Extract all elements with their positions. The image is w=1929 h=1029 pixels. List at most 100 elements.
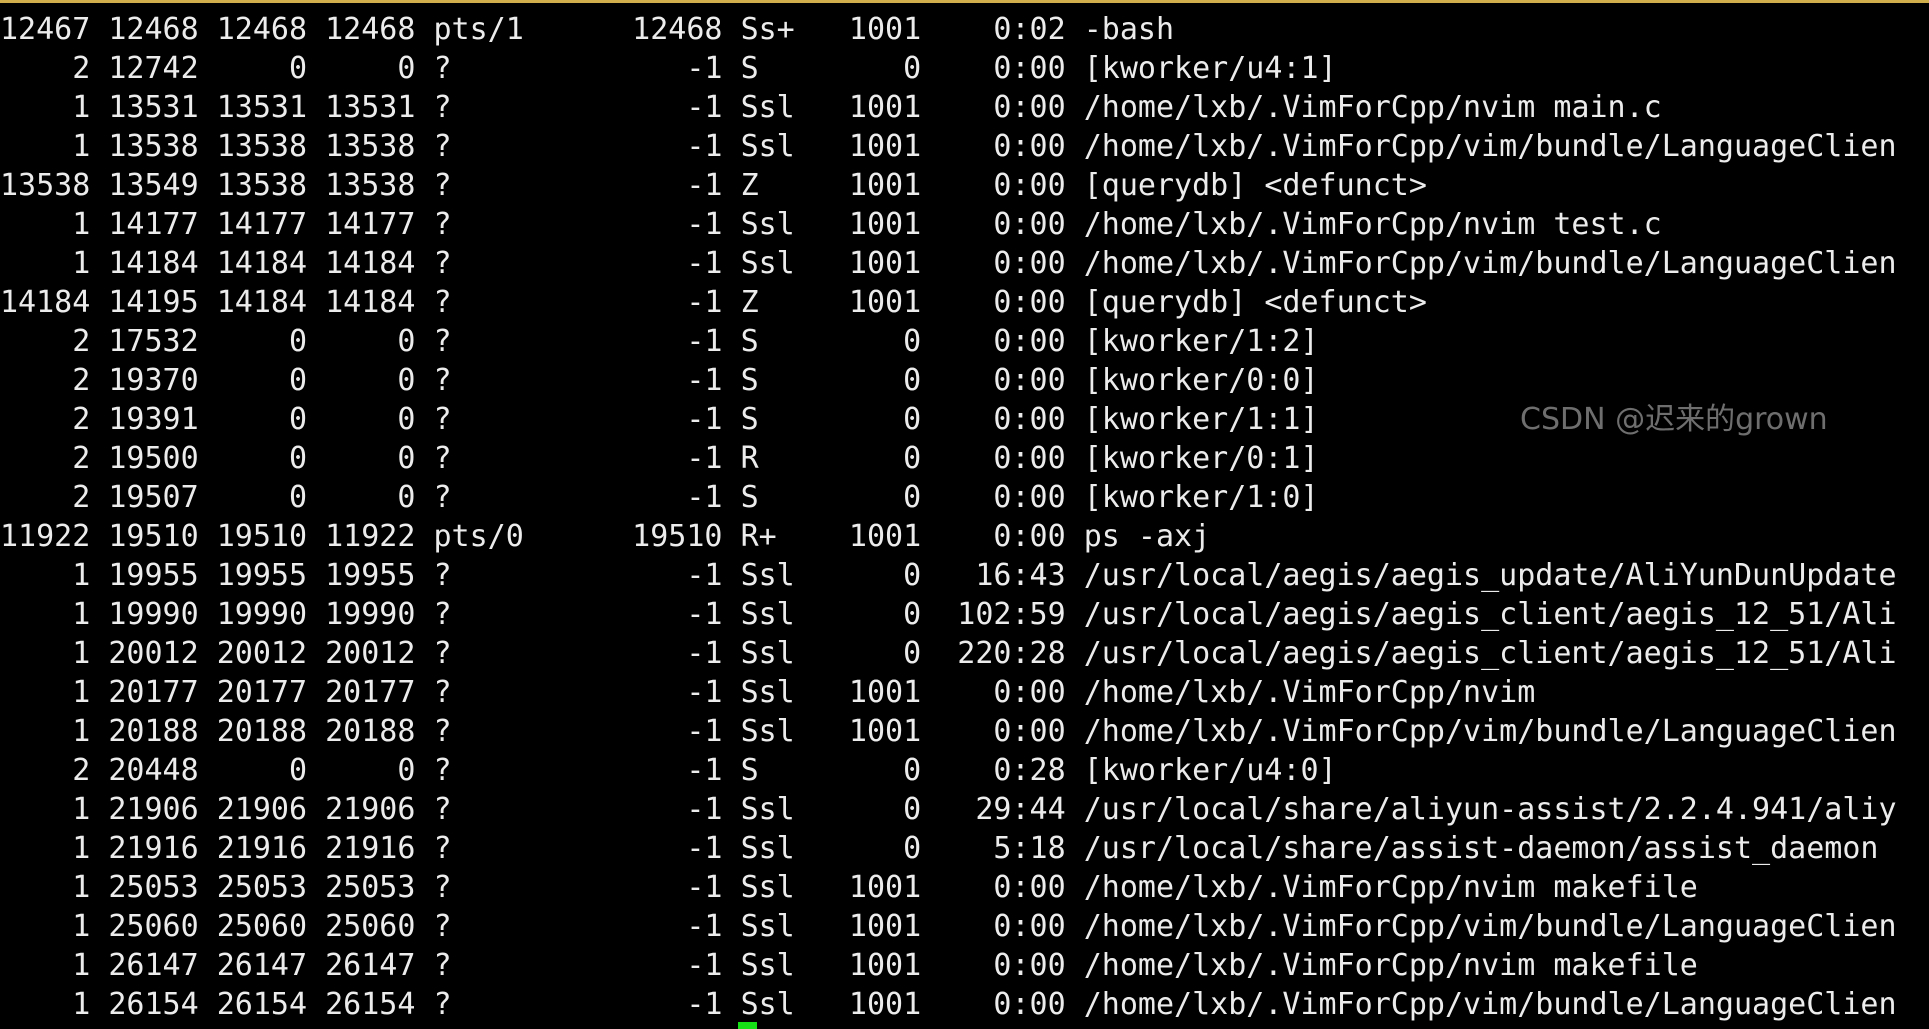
process-sid: 13531 [325, 90, 416, 125]
process-ppid: 1 [0, 129, 91, 164]
process-stat: Ssl [740, 207, 813, 242]
process-stat: S [740, 324, 813, 359]
process-command: [querydb] <defunct> [1083, 168, 1427, 203]
process-pid: 26147 [108, 948, 199, 983]
process-pid: 20188 [108, 714, 199, 749]
process-tpgid: -1 [596, 480, 723, 515]
process-tty: ? [433, 402, 578, 437]
process-sid: 13538 [325, 168, 416, 203]
process-tpgid: -1 [596, 402, 723, 437]
process-tty: ? [433, 558, 578, 593]
process-tpgid: -1 [596, 207, 723, 242]
process-tpgid: -1 [596, 831, 723, 866]
process-time: 16:43 [939, 558, 1066, 593]
process-uid: 0 [830, 402, 922, 437]
process-time: 0:00 [939, 168, 1066, 203]
process-tty: ? [433, 909, 578, 944]
process-row: 1 19990 19990 19990 ? -1 Ssl 0 102:59 /u… [0, 595, 1929, 634]
process-ppid: 1 [0, 597, 91, 632]
process-sid: 0 [325, 363, 416, 398]
process-pgid: 19510 [216, 519, 308, 554]
process-pgid: 14177 [216, 207, 308, 242]
process-stat: S [740, 480, 813, 515]
process-tpgid: -1 [596, 129, 723, 164]
process-command: /usr/local/share/assist-daemon/assist_da… [1083, 831, 1879, 866]
process-tty: ? [433, 714, 578, 749]
process-uid: 1001 [830, 909, 922, 944]
process-pid: 13531 [108, 90, 199, 125]
process-pid: 25060 [108, 909, 199, 944]
process-time: 0:00 [939, 324, 1066, 359]
process-time: 0:00 [939, 90, 1066, 125]
process-pgid: 19955 [216, 558, 308, 593]
process-row: 1 20012 20012 20012 ? -1 Ssl 0 220:28 /u… [0, 634, 1929, 673]
process-command: ps -axj [1083, 519, 1211, 554]
process-pid: 19370 [108, 363, 199, 398]
process-command: [kworker/1:1] [1083, 402, 1319, 437]
process-ppid: 1 [0, 792, 91, 827]
process-sid: 14184 [325, 246, 416, 281]
process-tty: ? [433, 987, 578, 1022]
process-tty: ? [433, 636, 578, 671]
process-command: [kworker/1:0] [1083, 480, 1319, 515]
process-tpgid: -1 [596, 246, 723, 281]
process-tpgid: -1 [596, 285, 723, 320]
process-uid: 1001 [830, 714, 922, 749]
process-command: [kworker/u4:0] [1083, 753, 1337, 788]
process-tty: ? [433, 129, 578, 164]
process-row: 1 19955 19955 19955 ? -1 Ssl 0 16:43 /us… [0, 556, 1929, 595]
process-pid: 19510 [108, 519, 199, 554]
process-pgid: 0 [216, 480, 308, 515]
process-stat: Ssl [740, 909, 813, 944]
process-pgid: 25053 [216, 870, 308, 905]
terminal-output[interactable]: 12467 12468 12468 12468 pts/1 12468 Ss+ … [0, 10, 1929, 1029]
process-stat: Z [740, 168, 813, 203]
process-row: 1 26147 26147 26147 ? -1 Ssl 1001 0:00 /… [0, 946, 1929, 985]
process-ppid: 1 [0, 636, 91, 671]
process-stat: Ssl [740, 987, 813, 1022]
process-uid: 1001 [830, 12, 922, 47]
process-ppid: 1 [0, 714, 91, 749]
process-sid: 0 [325, 324, 416, 359]
process-tty: ? [433, 480, 578, 515]
process-pgid: 0 [216, 402, 308, 437]
process-command: /home/lxb/.VimForCpp/nvim makefile [1083, 870, 1698, 905]
process-sid: 14184 [325, 285, 416, 320]
process-pid: 19955 [108, 558, 199, 593]
process-tpgid: -1 [596, 714, 723, 749]
process-uid: 1001 [830, 870, 922, 905]
process-ppid: 2 [0, 402, 91, 437]
process-command: /home/lxb/.VimForCpp/nvim [1083, 675, 1536, 710]
process-row: 2 19370 0 0 ? -1 S 0 0:00 [kworker/0:0] [0, 361, 1929, 400]
process-pgid: 20188 [216, 714, 308, 749]
process-pid: 13538 [108, 129, 199, 164]
process-command: /home/lxb/.VimForCpp/nvim main.c [1083, 90, 1662, 125]
process-command: [kworker/u4:1] [1083, 51, 1337, 86]
process-pid: 17532 [108, 324, 199, 359]
process-pgid: 20012 [216, 636, 308, 671]
process-tpgid: 12468 [596, 12, 723, 47]
process-row: 2 19391 0 0 ? -1 S 0 0:00 [kworker/1:1] [0, 400, 1929, 439]
process-time: 0:00 [939, 948, 1066, 983]
process-pid: 19391 [108, 402, 199, 437]
process-sid: 20188 [325, 714, 416, 749]
process-ppid: 12467 [0, 12, 91, 47]
process-tty: ? [433, 285, 578, 320]
process-uid: 1001 [830, 948, 922, 983]
process-pid: 25053 [108, 870, 199, 905]
process-tpgid: -1 [596, 363, 723, 398]
process-tty: ? [433, 675, 578, 710]
process-ppid: 1 [0, 909, 91, 944]
process-tpgid: -1 [596, 51, 723, 86]
process-command: /home/lxb/.VimForCpp/nvim makefile [1083, 948, 1698, 983]
process-uid: 1001 [830, 519, 922, 554]
process-stat: Ssl [740, 90, 813, 125]
process-stat: Ssl [740, 246, 813, 281]
process-stat: Ssl [740, 948, 813, 983]
process-row: 14184 14195 14184 14184 ? -1 Z 1001 0:00… [0, 283, 1929, 322]
watermark: CSDN @迟来的grown [1520, 402, 1828, 437]
process-command: /home/lxb/.VimForCpp/vim/bundle/Language… [1083, 714, 1897, 749]
process-tpgid: -1 [596, 168, 723, 203]
process-sid: 20177 [325, 675, 416, 710]
process-command: [kworker/0:1] [1083, 441, 1319, 476]
